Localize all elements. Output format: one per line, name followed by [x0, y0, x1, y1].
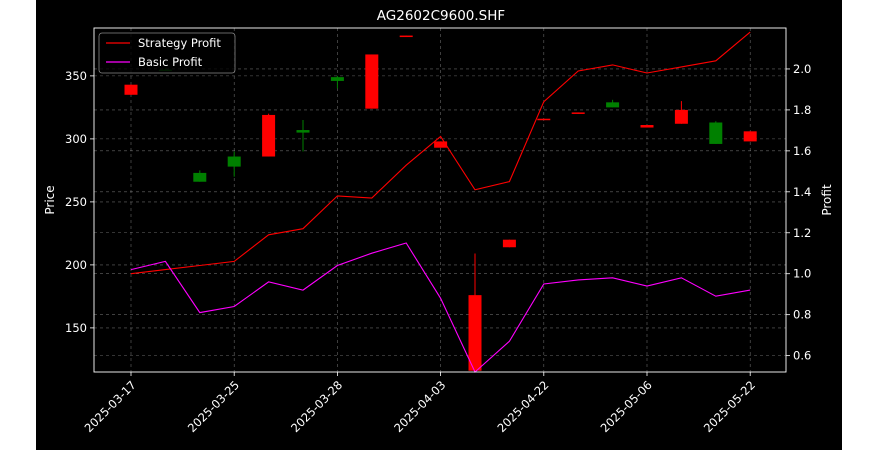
- price-tick-label: 350: [65, 69, 87, 83]
- candle: [365, 54, 379, 109]
- candle: [674, 101, 688, 124]
- candle-body: [674, 109, 688, 124]
- strategy-profit-line: [130, 31, 751, 275]
- price-tick-label: 250: [65, 195, 87, 209]
- profit-tick-label: 0.6: [793, 349, 811, 363]
- candle: [330, 75, 344, 89]
- candle-body: [434, 141, 448, 148]
- profit-tick-label: 0.8: [793, 308, 811, 322]
- candle: [262, 113, 276, 157]
- candle-body: [193, 172, 207, 182]
- date-tick-label: 2025-04-22: [494, 378, 551, 435]
- date-tick-label: 2025-03-17: [82, 378, 139, 435]
- candle: [193, 170, 207, 182]
- date-tick-label: 2025-04-03: [391, 378, 448, 435]
- legend-label-basic: Basic Profit: [138, 55, 203, 69]
- candle-body: [571, 112, 585, 114]
- date-tick-label: 2025-03-28: [288, 378, 345, 435]
- profit-tick-label: 2.0: [793, 62, 811, 76]
- candle: [434, 141, 448, 148]
- basic-profit-line: [130, 242, 751, 373]
- date-axis: 2025-03-17 2025-03-25 2025-03-28 2025-04-03…: [82, 372, 758, 435]
- price-tick-label: 150: [65, 321, 87, 335]
- profit-tick-label: 1.8: [793, 103, 811, 117]
- grid-lines: [94, 28, 786, 372]
- candle-body: [296, 130, 310, 133]
- chart-figure: AG2602C9600.SHF 150 200 250 300 350 0.6 0.8 1.…: [36, 0, 842, 450]
- candle-body: [709, 122, 723, 144]
- candle: [709, 121, 723, 144]
- candle-body: [468, 295, 482, 371]
- candle: [606, 99, 620, 108]
- candle: [640, 125, 654, 128]
- candle: [537, 118, 551, 121]
- candle: [124, 84, 138, 95]
- candle-body: [124, 84, 138, 95]
- candle-body: [227, 156, 241, 167]
- legend-box: [98, 32, 236, 74]
- candle-body: [606, 102, 620, 108]
- price-tick-label: 300: [65, 132, 87, 146]
- candle-body: [743, 131, 757, 142]
- profit-lines: [130, 31, 751, 373]
- candle: [296, 119, 310, 152]
- candle-body: [537, 118, 551, 121]
- candle: [468, 253, 482, 371]
- legend-label-strategy: Strategy Profit: [138, 36, 221, 50]
- candle-body: [640, 125, 654, 128]
- candle-body: [262, 114, 276, 157]
- candle-body: [365, 54, 379, 109]
- profit-tick-label: 1.2: [793, 226, 811, 240]
- legend: Strategy Profit Basic Profit: [98, 32, 236, 74]
- plot-frame: [93, 27, 787, 373]
- date-tick-label: 2025-03-25: [185, 378, 242, 435]
- candle: [227, 151, 241, 177]
- chart-title: AG2602C9600.SHF: [377, 8, 505, 24]
- candle: [571, 112, 585, 114]
- candle-body: [502, 239, 516, 248]
- date-tick-label: 2025-05-06: [598, 378, 655, 435]
- profit-tick-label: 1.4: [793, 185, 811, 199]
- candle-body: [330, 77, 344, 81]
- price-tick-label: 200: [65, 258, 87, 272]
- candle: [399, 35, 413, 38]
- candle-body: [399, 35, 413, 38]
- price-axis: 150 200 250 300 350: [65, 69, 94, 335]
- date-tick-label: 2025-05-22: [701, 378, 758, 435]
- profit-tick-label: 1.0: [793, 267, 811, 281]
- candle: [743, 131, 757, 142]
- profit-tick-label: 1.6: [793, 144, 811, 158]
- y-axis-label: Price: [43, 185, 57, 214]
- candle: [502, 239, 516, 248]
- profit-axis: 0.6 0.8 1.0 1.2 1.4 1.6 1.8 2.0: [786, 62, 811, 363]
- chart-svg: AG2602C9600.SHF 150 200 250 300 350 0.6 0.8 1.…: [43, 8, 834, 435]
- y2-axis-label: Profit: [820, 184, 834, 216]
